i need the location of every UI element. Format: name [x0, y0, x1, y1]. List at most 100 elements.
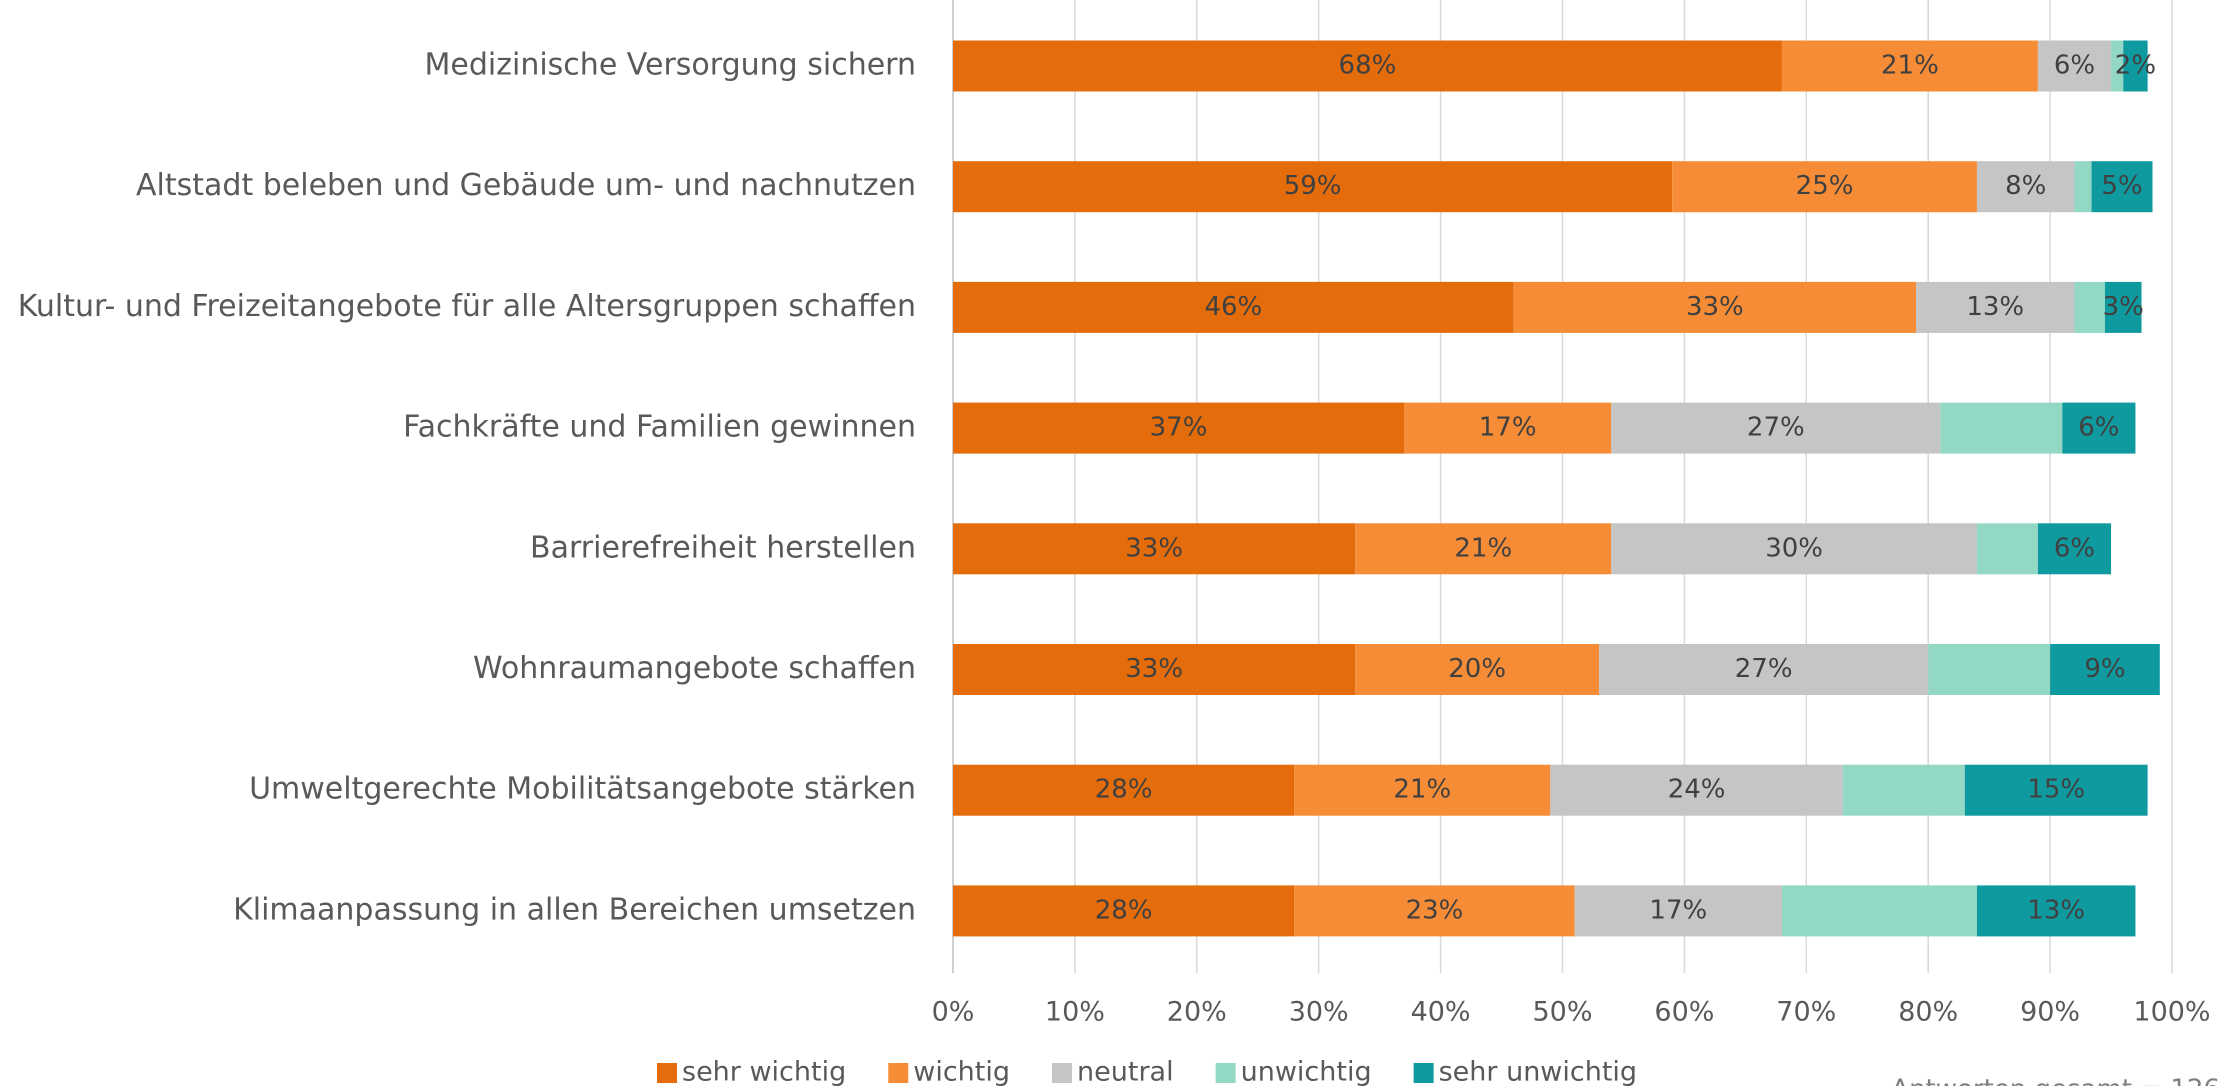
bar-segment: [1672, 161, 1977, 213]
value-label: 3%: [2103, 292, 2144, 322]
value-label: 17%: [1479, 413, 1537, 443]
x-tick-label: 40%: [1411, 997, 1471, 1028]
bar-segment: [1940, 402, 2063, 454]
bar-segment: [953, 523, 1356, 575]
value-label: 27%: [1735, 654, 1793, 684]
bar-segment: [1964, 764, 2148, 816]
bar-segment: [2074, 161, 2092, 213]
bar-segment: [1404, 402, 1612, 454]
value-label: 6%: [2078, 413, 2119, 443]
category-label: Medizinische Versorgung sichern: [425, 48, 916, 83]
x-tick-label: 10%: [1045, 997, 1105, 1028]
x-tick-label: 0%: [932, 997, 975, 1028]
bar-segment: [1513, 281, 1917, 333]
x-tick-label: 80%: [1898, 997, 1958, 1028]
category-label: Altstadt beleben und Gebäude um- und nac…: [136, 168, 916, 203]
value-label: 8%: [2005, 171, 2046, 201]
category-label: Umweltgerechte Mobilitätsangebote stärke…: [249, 772, 916, 807]
bar-segment: [2037, 40, 2112, 92]
bar-segment: [2111, 40, 2124, 92]
bar-segment: [953, 885, 1295, 937]
value-label: 13%: [1966, 292, 2024, 322]
value-label: 46%: [1204, 292, 1262, 322]
x-tick-label: 30%: [1289, 997, 1349, 1028]
value-label: 28%: [1095, 895, 1153, 925]
value-label: 6%: [2054, 533, 2095, 563]
bar-segment: [2037, 523, 2112, 575]
legend-label: unwichtig: [1241, 1057, 1372, 1086]
bar-segment: [1574, 885, 1782, 937]
legend-label: wichtig: [913, 1057, 1010, 1086]
legend-swatch: [1215, 1063, 1236, 1083]
bar-segment: [2050, 644, 2160, 695]
value-label: 23%: [1406, 895, 1464, 925]
value-label: 21%: [1454, 533, 1512, 563]
value-label: 21%: [1881, 51, 1939, 81]
legend-swatch: [1052, 1063, 1073, 1083]
bar-segment: [2062, 402, 2136, 454]
legend-swatch: [657, 1063, 677, 1083]
bar-segment: [1611, 402, 1941, 454]
value-label: 15%: [2027, 775, 2085, 805]
x-tick-label: 70%: [1776, 997, 1836, 1028]
value-label: 30%: [1765, 533, 1823, 563]
x-tick-label: 60%: [1654, 997, 1714, 1028]
value-label: 59%: [1284, 171, 1342, 201]
value-label: 21%: [1393, 775, 1451, 805]
bar-segment: [953, 644, 1356, 695]
value-label: 25%: [1796, 171, 1854, 201]
bar-segment: [2104, 281, 2142, 333]
value-label: 28%: [1095, 775, 1153, 805]
value-label: 33%: [1125, 533, 1183, 563]
legend-swatch: [888, 1063, 909, 1083]
legend-label: sehr wichtig: [682, 1057, 846, 1086]
category-label: Fachkräfte und Familien gewinnen: [403, 410, 916, 445]
legend-label: neutral: [1077, 1057, 1174, 1086]
bar-segment: [1550, 764, 1843, 816]
bar-segment: [953, 764, 1295, 816]
bar-segment: [1976, 523, 2038, 575]
bar-segment: [1781, 40, 2038, 92]
value-label: 33%: [1686, 292, 1744, 322]
x-tick-label: 50%: [1532, 997, 1592, 1028]
bar-segment: [1355, 523, 1612, 575]
bar-segment: [2123, 40, 2148, 92]
bar-segment: [953, 40, 1782, 92]
value-label: 37%: [1150, 413, 1208, 443]
value-label: 5%: [2101, 171, 2142, 201]
bar-segment: [1294, 885, 1575, 937]
value-label: 6%: [2054, 51, 2095, 81]
category-label: Kultur- und Freizeitangebote für alle Al…: [18, 289, 916, 324]
category-label: Barrierefreiheit herstellen: [530, 530, 916, 565]
x-tick-label: 90%: [2020, 997, 2080, 1028]
bar-segment: [953, 402, 1405, 454]
value-label: 24%: [1668, 775, 1726, 805]
bar-segment: [953, 281, 1514, 333]
value-label: 20%: [1448, 654, 1506, 684]
value-label: 27%: [1747, 413, 1805, 443]
bar-segment: [1599, 644, 1929, 695]
bar-segment: [2091, 161, 2153, 213]
bar-segment: [953, 161, 1673, 213]
bar-segment: [1842, 764, 1965, 816]
legend-label: sehr unwichtig: [1439, 1057, 1637, 1086]
bar-segment: [1976, 161, 2075, 213]
value-label: 9%: [2084, 654, 2125, 684]
bar-segment: [1355, 644, 1600, 695]
bar-segment: [1294, 764, 1551, 816]
category-label: Klimaanpassung in allen Bereichen umsetz…: [233, 892, 916, 927]
bar-segment: [1976, 885, 2136, 937]
bar-segment: [2074, 281, 2105, 333]
legend-swatch: [1413, 1063, 1434, 1083]
bar-segment: [1781, 885, 1977, 937]
value-label: 17%: [1649, 895, 1707, 925]
bar-segment: [1928, 644, 2051, 695]
category-label: Wohnraumangebote schaffen: [473, 651, 916, 686]
bar-segment: [1916, 281, 2075, 333]
note: Antworten gesamt = 126: [1891, 1075, 2220, 1086]
value-label: 13%: [2027, 895, 2085, 925]
x-tick-label: 100%: [2133, 997, 2210, 1028]
value-label: 33%: [1125, 654, 1183, 684]
value-label: 68%: [1339, 51, 1397, 81]
